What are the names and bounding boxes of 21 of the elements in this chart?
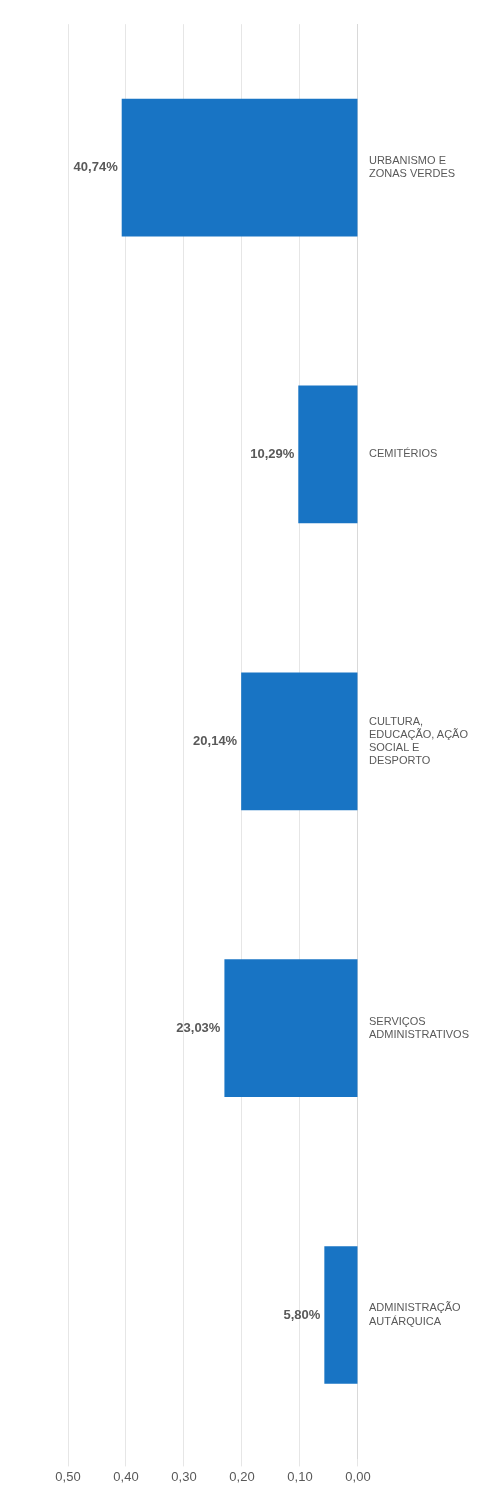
bar — [224, 959, 358, 1097]
y-tick-label: CEMITÉRIOS — [368, 447, 438, 460]
bar — [298, 385, 358, 524]
x-tick-label: 0,50 — [55, 1468, 81, 1484]
data-label: 5,80% — [283, 1306, 321, 1322]
y-tick-label: ADMINISTRAÇÃO AUTÁRQUICA — [368, 1301, 462, 1327]
bar — [241, 672, 358, 811]
x-tick-label: 0,10 — [287, 1468, 313, 1484]
x-tick-label: 0,20 — [229, 1468, 255, 1484]
x-tick-label: 0,40 — [113, 1468, 139, 1484]
y-tick-label: URBANISMO E ZONAS VERDES — [368, 154, 456, 180]
bar — [121, 98, 358, 237]
y-tick-label: CULTURA, EDUCAÇÃO, AÇÃO SOCIAL E DESPORTO — [368, 714, 469, 767]
bar — [324, 1246, 358, 1384]
x-tick-label: 0,30 — [171, 1468, 197, 1484]
data-label: 20,14% — [193, 732, 238, 748]
data-label: 40,74% — [73, 159, 119, 175]
x-tick-label: 0,00 — [345, 1468, 371, 1484]
data-label: 10,29% — [250, 446, 295, 462]
data-label: 23,03% — [176, 1019, 221, 1035]
y-tick-label: SERVIÇOS ADMINISTRATIVOS — [368, 1014, 470, 1040]
